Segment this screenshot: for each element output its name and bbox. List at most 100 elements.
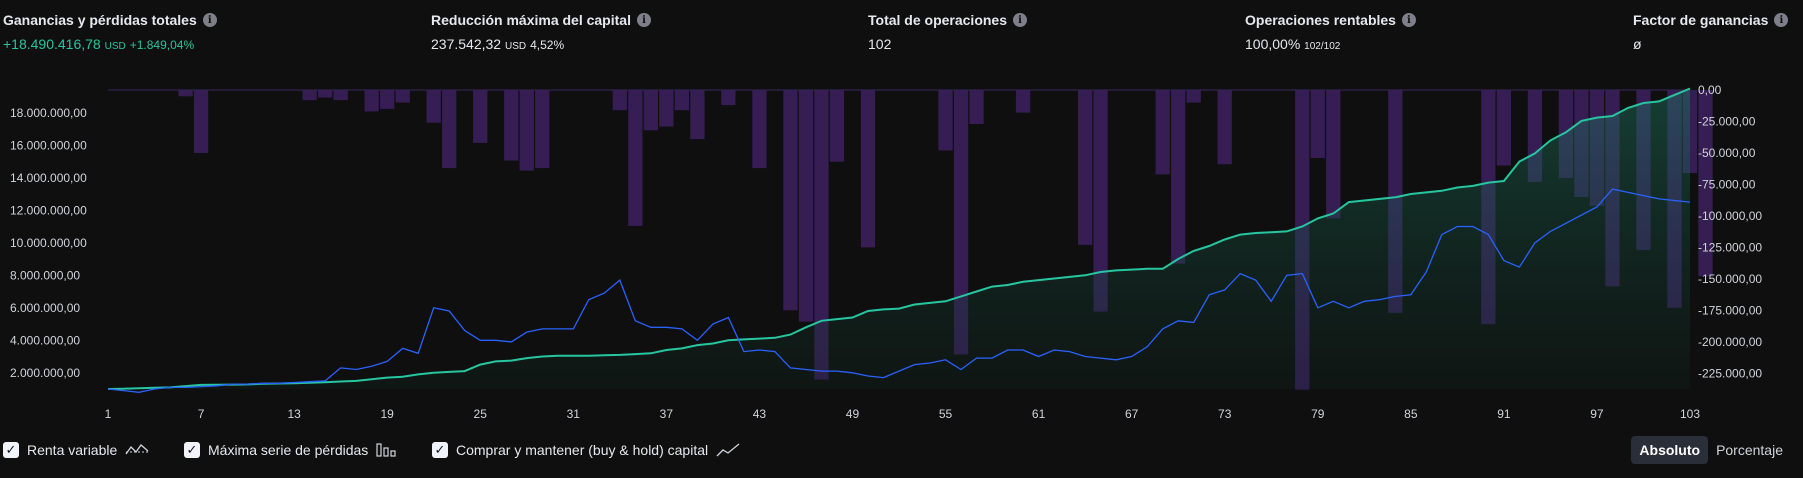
metric-title: Operaciones rentables [1245, 12, 1396, 28]
drawdown-bar [798, 90, 814, 322]
bar-chart-icon [376, 443, 396, 457]
y-left-tick-label: 10.000.000,00 [10, 236, 87, 250]
metric-value: 100,00% [1245, 36, 1301, 52]
drawdown-bar [364, 90, 379, 112]
drawdown-bar [1326, 90, 1341, 219]
y-right-tick-label: -100.000,00 [1698, 209, 1762, 223]
x-tick-label: 97 [1590, 407, 1604, 421]
drawdown-bar [1077, 90, 1093, 245]
metric-unit: 102/102 [1304, 41, 1341, 52]
info-icon[interactable]: i [202, 13, 217, 27]
x-tick-label: 7 [198, 407, 205, 421]
info-icon[interactable]: i [1013, 13, 1027, 27]
drawdown-bar [643, 90, 658, 131]
y-right-tick-label: -50.000,00 [1698, 146, 1756, 160]
drawdown-bar [426, 90, 441, 123]
toggle-absolute-button[interactable]: Absoluto [1631, 436, 1709, 464]
equity-line [107, 87, 1691, 390]
drawdown-bar [395, 90, 410, 103]
drawdown-bar [1698, 90, 1713, 277]
metric-pct: +1.849,04% [129, 38, 195, 52]
metric-max-drawdown: Reducción máxima del capital i 237.542,32… [431, 12, 651, 52]
x-tick-label: 13 [287, 407, 301, 421]
drawdown-bar [969, 90, 984, 124]
y-left-tick-label: 18.000.000,00 [10, 106, 87, 120]
metrics-header: Ganancias y pérdidas totales i +18.490.41… [0, 0, 1803, 60]
line-chart-icon [716, 443, 740, 457]
y-right-tick-label: 0,00 [1698, 83, 1722, 97]
checkbox-checked-icon[interactable]: ✓ [432, 442, 448, 458]
drawdown-bar [1310, 90, 1325, 158]
y-right-tick-label: -225.000,00 [1698, 366, 1762, 380]
metric-title: Factor de ganancias [1633, 12, 1769, 28]
x-tick-label: 43 [753, 407, 767, 421]
metric-profit-factor: Factor de ganancias i ø [1633, 12, 1789, 52]
drawdown-bar [860, 90, 876, 248]
legend-buyhold-label: Comprar y mantener (buy & hold) capital [456, 442, 709, 458]
drawdown-bar [752, 90, 767, 169]
x-tick-label: 73 [1218, 407, 1232, 421]
drawdown-bar [938, 90, 953, 151]
y-right-tick-label: -175.000,00 [1698, 303, 1762, 317]
x-tick-label: 31 [567, 407, 581, 421]
chart-legend: ✓ Renta variable ✓ Máxima serie de pérdi… [0, 440, 1803, 470]
y-right-tick-label: -25.000,00 [1698, 114, 1756, 128]
area-line-icon [125, 444, 149, 455]
drawdown-bar [1171, 90, 1186, 264]
x-tick-label: 85 [1404, 407, 1418, 421]
drawdown-bar [333, 90, 348, 101]
drawdown-bar [193, 90, 209, 153]
drawdown-bar [659, 90, 674, 127]
legend-equity[interactable]: ✓ Renta variable [3, 442, 149, 458]
checkbox-checked-icon[interactable]: ✓ [184, 442, 200, 458]
metric-value: +18.490.416,78 [3, 36, 101, 52]
drawdown-bar [690, 90, 705, 140]
equity-chart[interactable]: 18.000.000,00 1 6.000.000,00 14.000.000,00 1… [0, 72, 1803, 432]
drawdown-bar [953, 90, 969, 355]
info-icon[interactable]: i [1774, 13, 1789, 27]
metric-title: Ganancias y pérdidas totales [3, 12, 197, 28]
info-icon[interactable]: i [1401, 13, 1416, 27]
buyhold-line [107, 188, 1691, 393]
drawdown-bar [535, 90, 550, 169]
metric-title: Total de operaciones [868, 12, 1007, 28]
checkbox-checked-icon[interactable]: ✓ [3, 442, 19, 458]
y-right-tick-label: -125.000,00 [1698, 240, 1762, 254]
metric-unit: USD [504, 41, 527, 52]
drawdown-bar [380, 90, 395, 109]
y-left-tick-label: 6.000.000,00 [10, 301, 80, 315]
scale-toggle: Absoluto Porcentaje [1631, 436, 1791, 464]
x-tick-label: 91 [1497, 407, 1511, 421]
y-left-tick-label: 8.000.000,00 [10, 268, 80, 282]
metric-value: 237.542,32 [431, 36, 502, 52]
y-left-tick-label: 12.000.000,00 [10, 203, 87, 217]
toggle-percent-button[interactable]: Porcentaje [1716, 442, 1783, 458]
metric-value: 102 [868, 36, 892, 52]
x-tick-label: 1 [105, 407, 112, 421]
drawdown-bar [504, 90, 519, 161]
y-right-tick-label: -75.000,00 [1698, 177, 1756, 191]
metric-total-trades: Total de operaciones i 102 [868, 12, 1027, 52]
drawdown-bar [442, 90, 457, 169]
metric-profitable-trades: Operaciones rentables i 100,00% 102/102 [1245, 12, 1416, 52]
x-tick-label: 37 [660, 407, 674, 421]
y-left-tick-label: 2.000.000,00 [10, 366, 80, 380]
x-tick-label: 19 [380, 407, 394, 421]
drawdown-bar [473, 90, 488, 143]
drawdown-bar [1093, 90, 1108, 312]
info-icon[interactable]: i [636, 13, 651, 27]
x-tick-label: 61 [1032, 407, 1046, 421]
drawdown-bar [829, 90, 845, 162]
equity-area [108, 88, 1690, 389]
y-right-tick-label: -150.000,00 [1698, 272, 1762, 286]
y-left-tick-label: 14.000.000,00 [10, 171, 87, 185]
legend-drawdown[interactable]: ✓ Máxima serie de pérdidas [184, 442, 396, 458]
drawdown-bar [674, 90, 689, 111]
drawdown-bar [1496, 90, 1512, 166]
drawdown-bar [1217, 90, 1232, 165]
drawdown-bar [302, 90, 317, 101]
x-tick-label: 49 [846, 407, 860, 421]
legend-buyhold[interactable]: ✓ Comprar y mantener (buy & hold) capita… [432, 442, 740, 458]
drawdown-bar [318, 90, 333, 98]
legend-drawdown-label: Máxima serie de pérdidas [208, 442, 369, 458]
